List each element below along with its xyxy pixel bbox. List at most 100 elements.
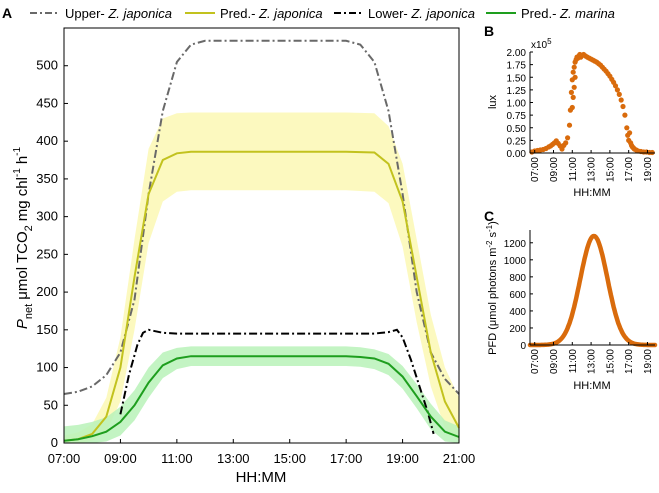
legend-label-lower-japonica: Lower- Z. japonica xyxy=(368,6,475,21)
lux-point xyxy=(571,84,577,90)
y-tick-label: 200 xyxy=(509,324,526,335)
line-lower-japonica xyxy=(119,328,435,435)
legend-item-pred-japonica: Pred.- Z. japonica xyxy=(185,6,323,21)
band-pred-japonica xyxy=(64,112,459,443)
y-tick-label: 1000 xyxy=(504,256,527,267)
panel-a-x-axis-label: HH:MM xyxy=(236,469,287,486)
x-tick-label: 07:00 xyxy=(530,157,541,182)
y-tick-label: 1200 xyxy=(504,239,527,250)
legend-label-pred-japonica: Pred.- Z. japonica xyxy=(220,6,323,21)
line-pred-marina xyxy=(63,355,460,442)
y-tick-label: 100 xyxy=(36,360,58,375)
panel-c-y-axis-label: PFD (μmol photons m-2s-1) xyxy=(485,221,499,355)
line-upper-japonica xyxy=(63,39,460,395)
panel-b-x-axis-label: HH:MM xyxy=(573,187,610,199)
lux-point xyxy=(624,125,630,131)
band-pred-marina xyxy=(64,346,459,443)
x-tick-label: 17:00 xyxy=(624,349,635,374)
x-tick-label: 19:00 xyxy=(386,451,419,466)
y-tick-label: 800 xyxy=(509,273,526,284)
panel-label-c: C xyxy=(484,208,494,224)
lux-point xyxy=(571,64,577,70)
y-tick-label: 400 xyxy=(36,133,58,148)
panel-a-plot-area xyxy=(63,39,460,443)
y-tick-label: 500 xyxy=(36,58,58,73)
legend-label-pred-marina: Pred.- Z. marina xyxy=(521,6,615,21)
pfd-curve xyxy=(527,233,658,348)
y-tick-label: 200 xyxy=(36,284,58,299)
x-tick-label: 13:00 xyxy=(217,451,250,466)
y-tick-label: 250 xyxy=(36,246,58,261)
lux-point xyxy=(620,103,626,110)
panel-a-frame xyxy=(63,27,460,444)
lux-point xyxy=(570,69,576,75)
panel-c-plot-area xyxy=(527,233,658,348)
lux-point xyxy=(612,83,619,89)
y-tick-label: 400 xyxy=(509,307,526,318)
panel-c-x-axis-label: HH:MM xyxy=(573,380,610,392)
panel-a-y-axis-label: Pnetμmol TCO2mg chl-1h-1 xyxy=(12,146,35,329)
lux-point xyxy=(572,74,578,80)
lux-point xyxy=(563,140,569,146)
panel-b: 07:00 09:00 11:00 13:00 15:00 17:00 19:00 0.00… xyxy=(487,37,655,199)
lux-point xyxy=(616,91,622,97)
lux-point xyxy=(570,94,576,100)
x-tick-label: 07:00 xyxy=(530,349,541,374)
y-tick-label: 0.75 xyxy=(507,111,527,122)
y-tick-label: 0 xyxy=(520,341,526,352)
panel-b-plot-area xyxy=(529,51,655,156)
y-tick-label: 350 xyxy=(36,171,58,186)
x-tick-label: 09:00 xyxy=(549,349,560,374)
panel-c-x-ticks: 07:00 09:00 11:00 13:00 15:00 17:00 19:00 xyxy=(530,342,654,374)
x-tick-label: 09:00 xyxy=(104,451,137,466)
y-tick-label: 150 xyxy=(36,322,58,337)
x-tick-label: 15:00 xyxy=(605,157,616,182)
panel-b-y-ticks: 0.00 0.250.50 0.751.00 1.25 1.501.75 2.00 xyxy=(507,48,533,160)
legend-item-lower-japonica: Lower- Z. japonica xyxy=(334,6,475,21)
x-tick-label: 11:00 xyxy=(568,349,579,374)
x-tick-label: 13:00 xyxy=(587,157,598,182)
lux-point xyxy=(565,135,571,141)
x-tick-label: 13:00 xyxy=(587,349,598,374)
lux-point xyxy=(569,104,575,111)
panel-label-b: B xyxy=(484,23,494,39)
panel-b-x-ticks: 07:00 09:00 11:00 13:00 15:00 17:00 19:00 xyxy=(530,150,654,182)
line-pred-japonica xyxy=(63,150,460,442)
y-tick-label: 2.00 xyxy=(507,48,527,59)
legend-label-upper-japonica: Upper- Z. japonica xyxy=(65,6,172,21)
y-tick-label: 600 xyxy=(509,290,526,301)
x-tick-label: 11:00 xyxy=(568,157,579,182)
y-tick-label: 0.25 xyxy=(507,136,527,147)
y-tick-label: 0.00 xyxy=(507,149,527,160)
panel-a-y-ticks: 0 50 100 150 200 250 300 350 400 450 500 xyxy=(36,58,68,450)
x-tick-label: 19:00 xyxy=(643,157,654,182)
y-tick-label: 1.50 xyxy=(507,73,527,84)
panel-label-a: A xyxy=(2,5,12,21)
x-tick-label: 09:00 xyxy=(549,157,560,182)
lux-point xyxy=(614,87,621,93)
y-tick-label: 450 xyxy=(36,95,58,110)
lux-point xyxy=(622,112,628,118)
y-tick-label: 0.50 xyxy=(507,124,527,135)
lux-point xyxy=(568,89,575,95)
panel-b-multiplier: x105 xyxy=(531,37,552,51)
lux-point xyxy=(618,97,624,103)
y-tick-label: 1.00 xyxy=(507,99,527,110)
x-tick-label: 15:00 xyxy=(605,349,616,374)
y-tick-label: 300 xyxy=(36,209,58,224)
x-tick-label: 17:00 xyxy=(330,451,363,466)
x-tick-label: 19:00 xyxy=(643,349,654,374)
lux-point xyxy=(566,122,573,128)
lux-point xyxy=(627,130,633,136)
x-tick-label: 11:00 xyxy=(161,451,193,466)
panel-c-y-ticks: 0 200 400 600 800 1000 1200 xyxy=(504,239,533,352)
x-tick-label: 15:00 xyxy=(273,451,306,466)
y-tick-label: 1.25 xyxy=(507,86,527,97)
y-tick-label: 1.75 xyxy=(507,61,527,72)
panel-a-x-ticks: 07:00 09:00 11:00 13:00 15:00 17:00 19:00 21:00 xyxy=(48,439,475,466)
legend-item-upper-japonica: Upper- Z. japonica xyxy=(30,6,172,21)
x-tick-label: 17:00 xyxy=(624,157,635,182)
y-tick-label: 0 xyxy=(51,435,58,450)
legend-item-pred-marina: Pred.- Z. marina xyxy=(486,6,615,21)
